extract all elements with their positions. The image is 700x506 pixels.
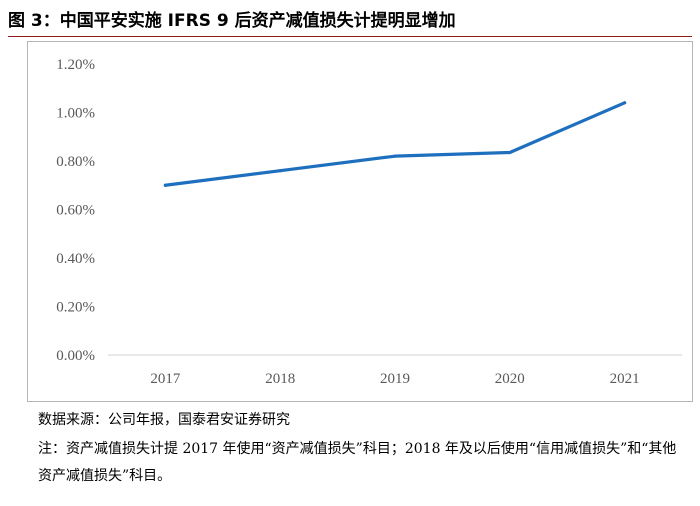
x-tick-label: 2018 — [265, 371, 295, 387]
data-point — [393, 154, 397, 158]
data-point — [163, 183, 167, 187]
axis-layer: 0.00% 0.20% 0.40% 0.60% 0.80% 1.00% 1.20% 2017 2… — [56, 57, 682, 387]
y-tick-label: 0.40% — [56, 251, 95, 267]
y-tick-label: 0.00% — [56, 348, 95, 364]
data-point — [623, 101, 627, 105]
footnote: 注：资产减值损失计提 2017 年使用“资产减值损失”科目；2018 年及以后使… — [38, 441, 677, 484]
y-tick-label: 0.20% — [56, 300, 95, 316]
x-tick-label: 2019 — [380, 371, 410, 387]
figure-title: 图 3：中国平安实施 IFRS 9 后资产减值损失计提明显增加 — [8, 6, 692, 37]
series-layer — [163, 101, 627, 187]
x-tick-label: 2021 — [610, 371, 640, 387]
x-tick-label: 2017 — [150, 371, 181, 387]
y-tick-label: 1.20% — [56, 57, 95, 73]
y-tick-label: 0.60% — [56, 203, 95, 219]
data-point — [508, 150, 512, 155]
y-tick-label: 0.80% — [56, 154, 95, 170]
data-point — [278, 169, 282, 173]
y-tick-label: 1.00% — [56, 106, 95, 122]
x-tick-label: 2020 — [495, 371, 525, 387]
chart-frame — [27, 41, 693, 402]
source-note: 数据来源：公司年报，国泰君安证券研究 — [38, 412, 290, 428]
series-line — [163, 101, 627, 187]
